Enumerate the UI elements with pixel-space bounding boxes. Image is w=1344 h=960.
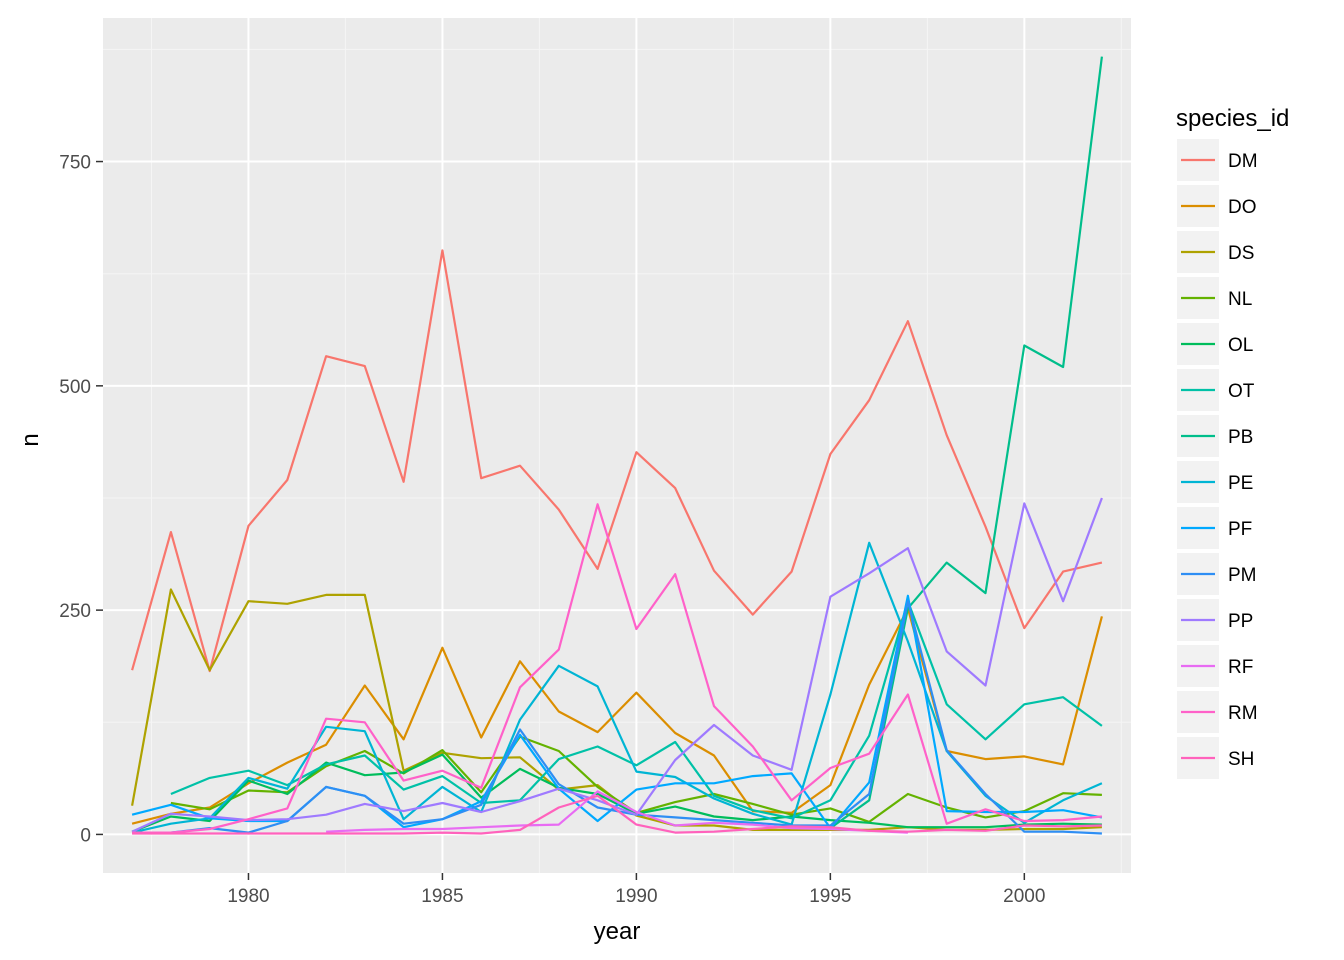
series-line-PE [131,541,1103,834]
legend-label: PF [1228,519,1252,540]
legend-item-DO: DO [1177,185,1257,227]
series-line-OT [170,600,1103,820]
legend-label: PM [1228,565,1257,586]
legend-label: PP [1228,611,1253,632]
legend-label: DM [1228,151,1258,172]
series-line-RF [326,790,908,834]
minor-gridlines [103,18,1131,873]
legend-item-PP: PP [1177,599,1253,641]
x-tick-label: 2000 [1003,886,1045,907]
legend-item-RF: RF [1177,645,1253,687]
series-line-PB [829,56,1103,829]
legend-item-DS: DS [1177,231,1254,273]
x-tick-label: 1995 [809,886,851,907]
legend-label: OL [1228,335,1253,356]
legend-label: OT [1228,381,1255,402]
legend-label: DO [1228,197,1257,218]
legend-item-SH: SH [1177,737,1254,779]
legend-item-PF: PF [1177,507,1252,549]
y-tick-label: 0 [80,825,91,846]
x-tick-label: 1990 [615,886,657,907]
legend-item-PM: PM [1177,553,1257,595]
legend-label: NL [1228,289,1252,310]
legend-label: SH [1228,749,1254,770]
legend-label: DS [1228,243,1254,264]
series-line-PP [131,497,1103,833]
legend: species_id DM DO DS NL OL OT PB PE PF PM PP RF RM SH [1176,105,1289,779]
series-lines [131,56,1103,835]
plot-panel [103,18,1131,873]
legend-item-RM: RM [1177,691,1258,733]
series-line-SH [132,794,1102,835]
legend-label: RF [1228,657,1253,678]
y-tick-label: 500 [59,377,91,398]
y-tick-label: 750 [59,153,91,174]
legend-item-OT: OT [1177,369,1255,411]
y-axis: 0 250 500 750 [59,153,103,846]
legend-item-PB: PB [1177,415,1253,457]
x-tick-label: 1985 [421,886,463,907]
legend-item-OL: OL [1177,323,1253,365]
series-line-RM [132,503,1103,834]
legend-item-DM: DM [1177,139,1258,181]
x-axis: 1980 1985 1990 1995 2000 [227,873,1045,907]
major-gridlines [103,18,1131,873]
legend-label: RM [1228,703,1258,724]
y-tick-label: 250 [59,601,91,622]
legend-label: PB [1228,427,1253,448]
y-axis-title: n [17,433,44,446]
series-line-DM [131,249,1103,673]
x-tick-label: 1980 [227,886,269,907]
legend-title: species_id [1176,105,1289,132]
legend-item-NL: NL [1177,277,1252,319]
legend-item-PE: PE [1177,461,1253,503]
x-axis-title: year [594,918,641,945]
legend-label: PE [1228,473,1253,494]
